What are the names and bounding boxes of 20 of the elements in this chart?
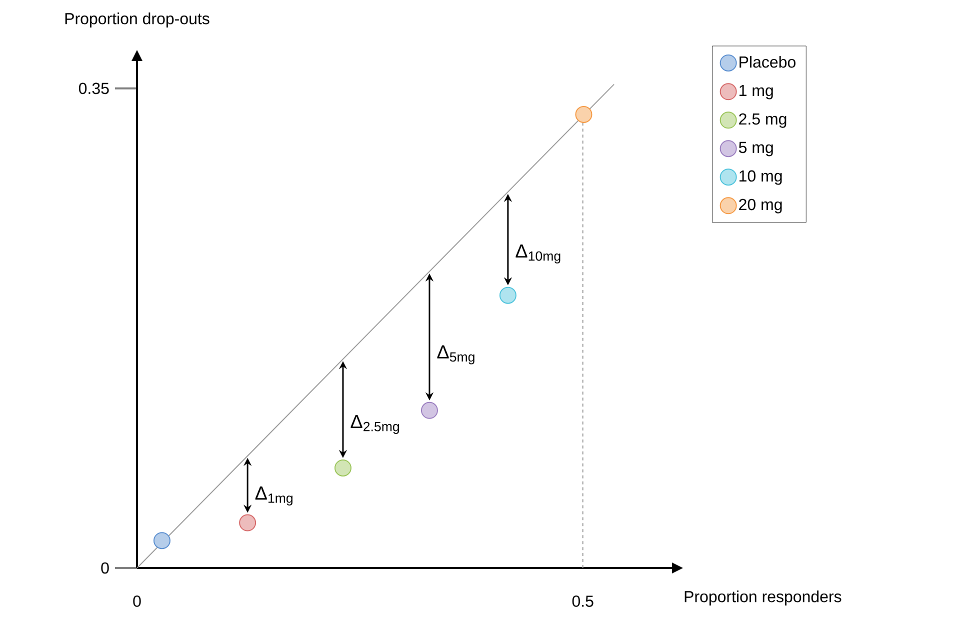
y-tick-label: 0.35 <box>78 82 109 94</box>
legend-label: Placebo <box>740 56 796 68</box>
point <box>575 106 592 123</box>
x-axis-title: Proportion responders <box>684 590 842 606</box>
legend-label: 10 mg <box>740 170 782 185</box>
x-tick-label: 0.5 <box>572 596 594 607</box>
y-axis-title: Proportion drop-outs <box>65 12 210 28</box>
annotation: Δ$_{2.5mg}$ <box>350 414 399 434</box>
point <box>239 514 256 532</box>
annotation: Δ$_{1mg}$ <box>255 486 292 506</box>
point <box>499 286 516 304</box>
legend-label: 2.5 mg <box>739 113 786 128</box>
legend-label: 1 mg <box>740 84 773 100</box>
legend-label: 5 mg <box>738 142 773 156</box>
point <box>420 402 438 419</box>
legend-label: 20 mg <box>739 198 782 214</box>
point <box>334 459 352 476</box>
annotation: Δ$_{5mg}$ <box>437 345 474 364</box>
annotation: Δ$_{10mg}$ <box>516 244 560 264</box>
point <box>153 532 170 550</box>
